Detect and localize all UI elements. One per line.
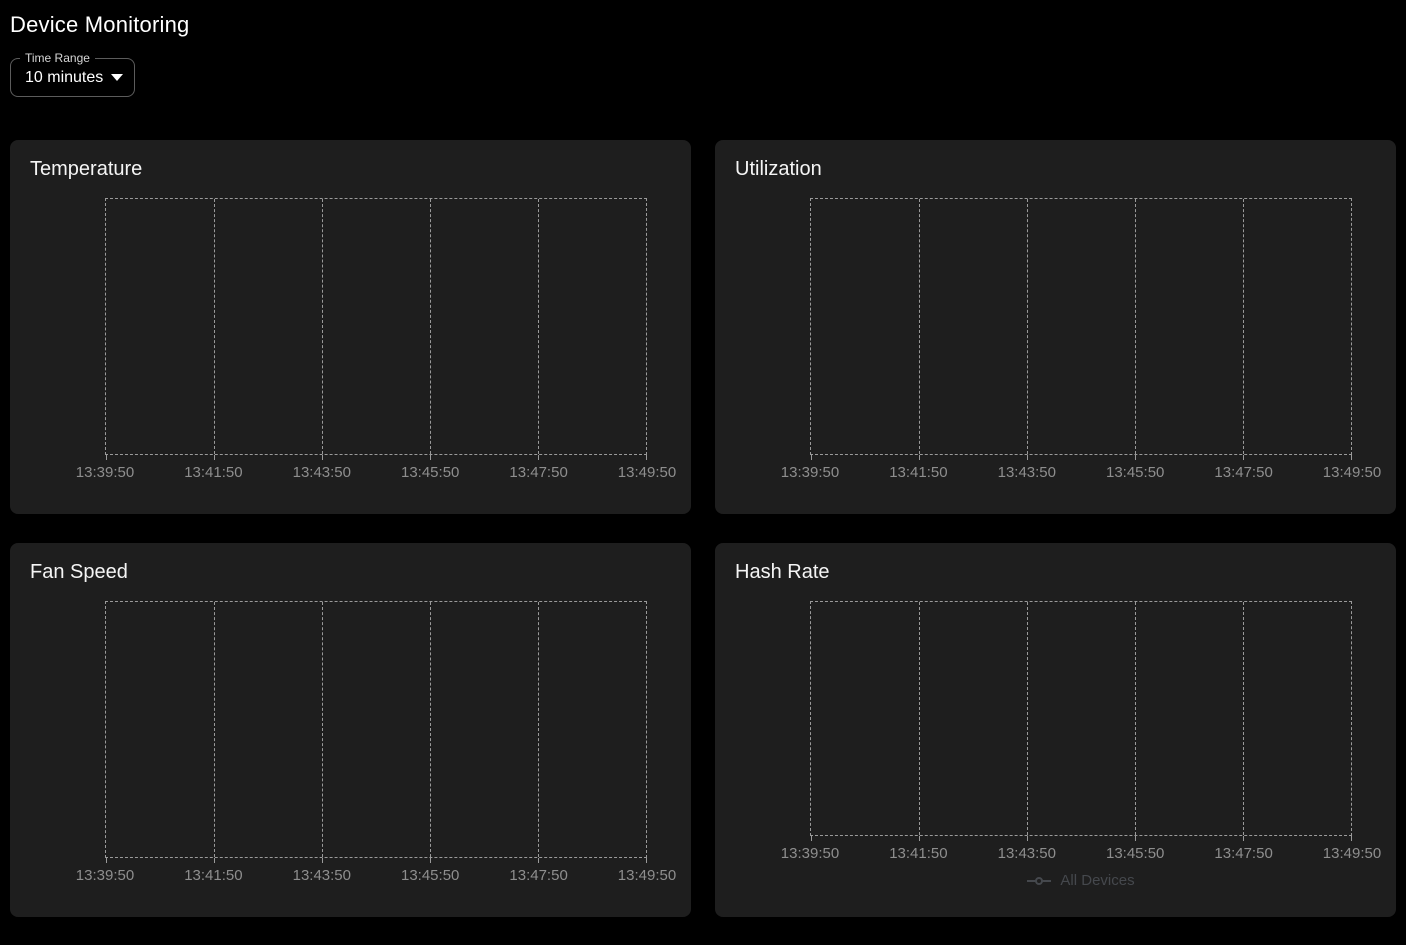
x-gridline: [538, 602, 539, 857]
x-axis-tick: [1027, 455, 1028, 460]
x-axis-tick: [1243, 455, 1244, 460]
chart-panel-hash-rate: Hash Rate 13:39:50 13:41:50 13:43:50 13:45:…: [715, 543, 1396, 917]
x-gridline: [322, 199, 323, 454]
x-axis-tick: [919, 836, 920, 841]
chart-area: 13:39:50 13:41:50 13:43:50 13:45:50 13:47:50…: [781, 601, 1381, 889]
x-gridline: [214, 602, 215, 857]
x-gridline: [1027, 199, 1028, 454]
chart-panel-fan-speed: Fan Speed 13:39:50 13:41:50 13:43:50 13:45:…: [10, 543, 691, 917]
x-axis-tick-label: 13:41:50: [889, 464, 948, 481]
x-axis-tick: [811, 455, 812, 460]
x-axis-tick-label: 13:39:50: [780, 845, 840, 862]
x-axis-tick-label: 13:49:50: [1322, 464, 1382, 481]
time-range-value: 10 minutes: [25, 68, 104, 86]
x-axis-tick: [646, 455, 647, 460]
x-axis-tick: [1027, 836, 1028, 841]
line-point-icon: [1027, 876, 1052, 885]
x-gridline: [322, 602, 323, 857]
chart-area: 13:39:50 13:41:50 13:43:50 13:45:50 13:47:50…: [781, 198, 1381, 481]
x-axis-tick: [322, 858, 323, 863]
page-title: Device Monitoring: [10, 12, 190, 37]
charts-grid: Temperature 13:39:50 13:41:50 13:43:50 13:4…: [10, 140, 1396, 917]
x-axis-tick-label: 13:43:50: [997, 464, 1056, 481]
chart-title: Hash Rate: [735, 561, 830, 583]
x-axis-tick: [1135, 836, 1136, 841]
x-axis-tick: [322, 455, 323, 460]
time-range-select[interactable]: Time Range 10 minutes: [10, 51, 135, 97]
x-axis-tick-label: 13:43:50: [292, 464, 351, 481]
x-axis-tick: [811, 836, 812, 841]
chart-panel-utilization: Utilization 13:39:50 13:41:50 13:43:50 13:4…: [715, 140, 1396, 514]
x-axis-tick-label: 13:39:50: [780, 464, 840, 481]
x-axis-tick-label: 13:39:50: [75, 867, 135, 884]
x-axis-tick-label: 13:41:50: [184, 464, 243, 481]
x-gridline: [1243, 199, 1244, 454]
x-gridline: [919, 602, 920, 835]
x-gridline: [1243, 602, 1244, 835]
x-axis-tick-label: 13:49:50: [617, 464, 677, 481]
x-axis-tick-label: 13:47:50: [1214, 464, 1273, 481]
x-axis-tick-label: 13:45:50: [1105, 845, 1165, 862]
chart-area: 13:39:50 13:41:50 13:43:50 13:45:50 13:47:50…: [76, 198, 676, 481]
x-axis-tick-label: 13:45:50: [400, 867, 460, 884]
x-axis-tick: [430, 455, 431, 460]
x-gridline: [1135, 602, 1136, 835]
x-axis-tick: [1243, 836, 1244, 841]
x-gridline: [919, 199, 920, 454]
x-axis-labels: 13:39:50 13:41:50 13:43:50 13:45:50 13:47:50…: [76, 464, 676, 481]
x-axis-labels: 13:39:50 13:41:50 13:43:50 13:45:50 13:47:50…: [76, 867, 676, 884]
x-gridline: [430, 602, 431, 857]
chart-legend: All Devices: [810, 872, 1352, 889]
x-axis-labels: 13:39:50 13:41:50 13:43:50 13:45:50 13:47:50…: [781, 845, 1381, 862]
x-axis-tick: [1351, 836, 1352, 841]
x-axis-tick: [1135, 455, 1136, 460]
chart-area: 13:39:50 13:41:50 13:43:50 13:45:50 13:47:50…: [76, 601, 676, 884]
chart-plot-area: [810, 601, 1352, 841]
x-axis-tick: [919, 455, 920, 460]
x-axis-tick-label: 13:47:50: [509, 464, 568, 481]
legend-item-all-devices[interactable]: All Devices: [1027, 872, 1135, 889]
x-gridline: [430, 199, 431, 454]
x-axis-tick: [538, 455, 539, 460]
chart-title: Utilization: [735, 158, 822, 180]
x-axis-tick-label: 13:43:50: [997, 845, 1056, 862]
chart-plot-area: [105, 601, 647, 863]
x-axis-tick: [1351, 455, 1352, 460]
x-axis-tick: [214, 455, 215, 460]
x-axis-tick: [106, 455, 107, 460]
x-axis-tick-label: 13:47:50: [1214, 845, 1273, 862]
chart-title: Fan Speed: [30, 561, 128, 583]
x-axis-tick-label: 13:39:50: [75, 464, 135, 481]
device-monitoring-page: Device Monitoring Time Range 10 minutes …: [0, 12, 1406, 917]
x-axis-tick-label: 13:49:50: [617, 867, 677, 884]
chart-title: Temperature: [30, 158, 143, 180]
x-gridline: [214, 199, 215, 454]
x-axis-tick-label: 13:47:50: [509, 867, 568, 884]
legend-item-label: All Devices: [1060, 872, 1135, 889]
x-axis-labels: 13:39:50 13:41:50 13:43:50 13:45:50 13:47:50…: [781, 464, 1381, 481]
x-axis-tick-label: 13:41:50: [889, 845, 948, 862]
x-gridline: [1135, 199, 1136, 454]
x-axis-tick-label: 13:43:50: [292, 867, 351, 884]
x-axis-tick: [538, 858, 539, 863]
x-axis-tick: [646, 858, 647, 863]
x-gridline: [1027, 602, 1028, 835]
chart-plot-area: [105, 198, 647, 460]
x-gridline: [538, 199, 539, 454]
chart-panel-temperature: Temperature 13:39:50 13:41:50 13:43:50 13:4…: [10, 140, 691, 514]
point-marker-icon: [1035, 876, 1044, 885]
chart-plot-area: [810, 198, 1352, 460]
x-axis-tick-label: 13:45:50: [400, 464, 460, 481]
x-axis-tick: [214, 858, 215, 863]
x-axis-tick-label: 13:41:50: [184, 867, 243, 884]
x-axis-tick-label: 13:45:50: [1105, 464, 1165, 481]
x-axis-tick: [106, 858, 107, 863]
caret-down-icon: [111, 74, 124, 81]
time-range-control: Time Range 10 minutes: [10, 51, 1396, 97]
time-range-label: Time Range: [20, 51, 95, 66]
x-axis-tick-label: 13:49:50: [1322, 845, 1382, 862]
x-axis-tick: [430, 858, 431, 863]
